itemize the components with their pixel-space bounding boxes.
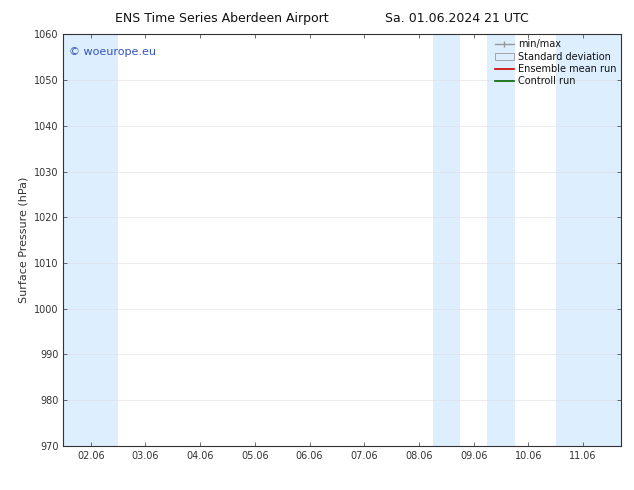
Bar (488, 34, 515, 446)
Y-axis label: Surface Pressure (hPa): Surface Pressure (hPa) (18, 177, 29, 303)
Text: © woeurope.eu: © woeurope.eu (69, 47, 156, 57)
Bar (63, 34, 118, 446)
Legend: min/max, Standard deviation, Ensemble mean run, Controll run: min/max, Standard deviation, Ensemble me… (493, 37, 618, 88)
Bar (555, 34, 621, 446)
Bar (432, 34, 460, 446)
Title: ENS Time Series Aberdeen Airport          Sa. 01.06.2024 21 UTC: ENS Time Series Aberdeen Airport Sa. 01.… (0, 489, 1, 490)
Text: ENS Time Series Aberdeen Airport: ENS Time Series Aberdeen Airport (115, 12, 328, 25)
Text: Sa. 01.06.2024 21 UTC: Sa. 01.06.2024 21 UTC (385, 12, 528, 25)
